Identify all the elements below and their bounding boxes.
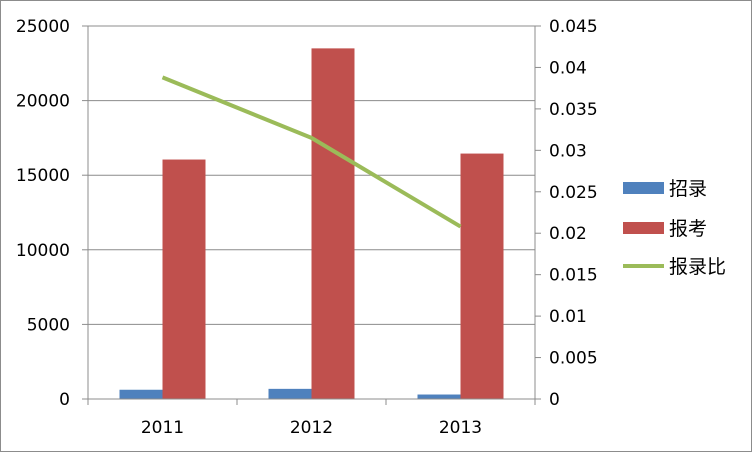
- right-tick-label: 0.045: [549, 17, 598, 37]
- legend-label-报考: 报考: [669, 218, 707, 240]
- bar-招录-2013: [418, 395, 461, 399]
- left-tick-label: 20000: [16, 92, 70, 112]
- right-tick-label: 0.02: [549, 224, 587, 244]
- bar-招录-2012: [269, 389, 312, 399]
- right-tick-label: 0.03: [549, 141, 587, 161]
- right-tick-label: 0.015: [549, 266, 598, 286]
- bar-招录-2011: [120, 390, 163, 399]
- x-tick-label: 2011: [141, 418, 184, 438]
- x-tick-label: 2012: [290, 418, 333, 438]
- bar-报考-2012: [312, 48, 355, 399]
- left-tick-label: 15000: [16, 166, 70, 186]
- legend-label-报录比: 报录比: [669, 256, 726, 278]
- right-tick-label: 0.035: [549, 100, 598, 120]
- bar-报考-2011: [163, 160, 206, 399]
- bar-报考-2013: [461, 154, 504, 399]
- x-axis-tick-labels: 2011 2012 2013: [141, 418, 482, 438]
- legend-swatch-报考: [623, 222, 664, 234]
- right-tick-label: 0: [549, 390, 560, 410]
- left-tick-label: 0: [59, 390, 70, 410]
- x-tick-label: 2013: [439, 418, 482, 438]
- left-axis-tick-labels: 0 5000 10000 15000 20000 25000: [16, 17, 70, 410]
- right-axis-tick-labels: 0 0.005 0.01 0.015 0.02 0.025 0.03 0.035 0.04 0.0…: [549, 17, 598, 410]
- right-tick-label: 0.01: [549, 307, 587, 327]
- left-tick-label: 25000: [16, 17, 70, 37]
- right-tick-label: 0.025: [549, 183, 598, 203]
- left-tick-label: 10000: [16, 241, 70, 261]
- right-tick-label: 0.005: [549, 349, 598, 369]
- legend-label-招录: 招录: [669, 178, 707, 200]
- right-tick-label: 0.04: [549, 58, 587, 78]
- legend-swatch-招录: [623, 182, 664, 194]
- left-tick-label: 5000: [27, 315, 70, 335]
